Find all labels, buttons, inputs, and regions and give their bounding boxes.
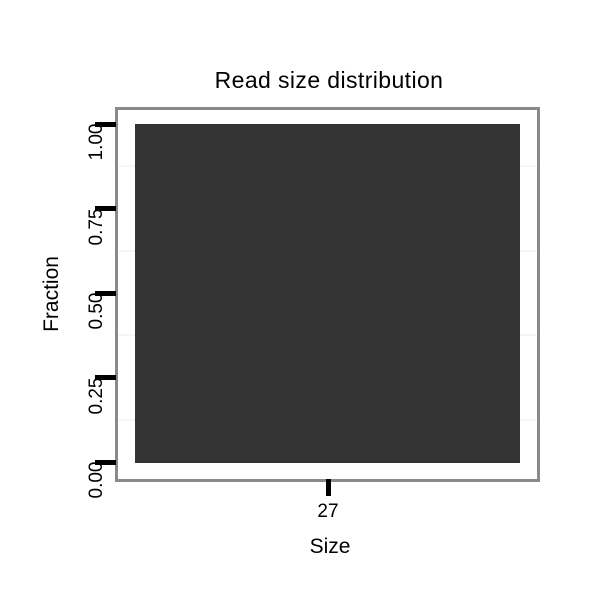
y-tick-mark — [95, 206, 116, 211]
y-tick-mark — [95, 375, 116, 380]
bar-size-27 — [135, 124, 520, 463]
plot-panel — [115, 107, 540, 482]
y-tick-mark — [95, 121, 116, 127]
x-axis-title: Size — [309, 535, 351, 558]
y-tick-label: 0.75 — [86, 208, 107, 245]
chart-title: Read size distribution — [214, 67, 444, 93]
x-tick-label: 27 — [317, 501, 339, 522]
y-tick-label: 1.00 — [86, 123, 107, 161]
y-tick-label: 0.50 — [86, 292, 107, 330]
y-tick-label: 0.25 — [86, 377, 107, 414]
y-tick-mark — [95, 459, 116, 465]
y-tick-mark — [95, 290, 116, 296]
x-tick-mark — [325, 479, 331, 496]
y-tick-label: 0.00 — [86, 461, 107, 499]
y-axis-title: Fraction — [40, 256, 63, 332]
